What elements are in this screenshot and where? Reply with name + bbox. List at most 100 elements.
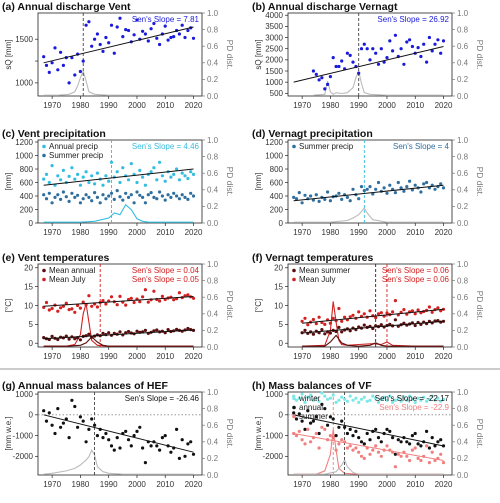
data-point: [359, 397, 364, 401]
y2-tick-label: 1.0: [457, 260, 469, 269]
data-point: [158, 448, 162, 452]
data-point: [109, 23, 114, 27]
y-tick-label: 15: [274, 282, 283, 291]
data-point: [76, 172, 80, 176]
data-point: [158, 42, 162, 47]
data-point: [149, 444, 153, 448]
y-tick-label: 1000: [265, 151, 283, 160]
y2-tick-label: 0.8: [207, 25, 219, 34]
data-point: [331, 316, 335, 320]
data-point: [56, 68, 60, 72]
data-point: [118, 446, 122, 450]
y-axis-label: [mm]: [4, 173, 13, 191]
data-point: [129, 296, 133, 300]
data-point: [183, 35, 187, 40]
data-point: [115, 436, 119, 440]
data-point: [104, 174, 108, 178]
data-point: [340, 319, 344, 323]
data-point: [50, 423, 54, 427]
data-point: [337, 325, 341, 329]
y-axis-label: [°C]: [254, 299, 263, 312]
data-point: [385, 398, 389, 402]
legend-label: winter: [298, 394, 321, 403]
data-point: [354, 396, 358, 400]
y2-tick-label: 1.0: [207, 388, 219, 397]
data-point: [303, 400, 307, 404]
y2-tick-label: 0.2: [457, 326, 469, 335]
data-point: [172, 172, 176, 176]
data-point: [56, 309, 60, 313]
data-point: [95, 434, 99, 438]
data-point: [419, 190, 423, 194]
data-point: [191, 452, 196, 456]
data-point: [430, 49, 434, 53]
data-point: [328, 75, 332, 79]
data-point: [78, 415, 82, 419]
y2-tick-label: 0.4: [457, 438, 469, 447]
data-point: [56, 174, 60, 178]
data-point: [419, 458, 423, 463]
data-point: [104, 35, 108, 40]
data-point: [413, 312, 417, 316]
data-point: [376, 312, 381, 316]
data-point: [425, 60, 429, 64]
data-point: [135, 190, 139, 194]
data-point: [416, 442, 420, 446]
trend-line: [43, 26, 194, 64]
data-point: [314, 431, 318, 436]
x-tick-label: 1970: [293, 101, 311, 110]
y-axis-label: sQ [mm]: [254, 39, 263, 69]
data-point: [300, 331, 304, 335]
y2-tick-label: 0.8: [457, 276, 469, 285]
x-tick-label: 1970: [43, 352, 61, 361]
data-point: [413, 446, 417, 450]
data-point: [433, 187, 437, 191]
y-tick-label: 1000: [15, 390, 33, 399]
data-point: [143, 461, 147, 465]
data-point: [427, 446, 431, 450]
data-point: [42, 409, 46, 413]
x-tick-label: 1980: [322, 101, 340, 110]
data-point: [183, 454, 187, 458]
data-point: [357, 450, 361, 454]
data-point: [294, 417, 299, 421]
data-point: [351, 398, 355, 402]
data-point: [399, 47, 403, 51]
data-point: [138, 300, 142, 304]
data-point: [340, 419, 344, 423]
data-point: [388, 394, 392, 398]
data-point: [374, 51, 378, 55]
data-point: [93, 423, 97, 427]
data-point: [87, 20, 91, 24]
panel-title: (a) Annual discharge Vent: [2, 1, 131, 13]
data-point: [180, 438, 184, 442]
data-point: [368, 398, 372, 402]
data-point: [126, 329, 131, 334]
data-point: [402, 62, 406, 66]
series: [292, 402, 446, 456]
data-point: [172, 298, 176, 302]
data-point: [50, 61, 54, 65]
data-point: [413, 183, 417, 187]
y-tick-label: 1000: [15, 151, 33, 160]
data-point: [371, 448, 375, 452]
pd-curve: [313, 69, 444, 96]
y2-tick-label: 0.6: [457, 421, 469, 430]
data-point: [328, 396, 332, 400]
data-point: [385, 311, 389, 315]
x-tick-label: 2010: [156, 480, 174, 489]
y2-tick-label: 1.0: [457, 388, 469, 397]
data-point: [61, 421, 65, 425]
sens-slope-label: Sen's Slope = -26.46: [125, 394, 200, 403]
data-point: [186, 197, 190, 201]
data-point: [132, 434, 136, 438]
data-point: [396, 180, 400, 185]
data-point: [121, 35, 125, 39]
data-point: [186, 28, 190, 33]
y2-tick-label: 0.2: [207, 326, 219, 335]
panel-title: (d) Vernagt precipitation: [252, 128, 373, 140]
data-point: [81, 419, 85, 423]
data-point: [309, 440, 313, 444]
data-point: [90, 174, 94, 178]
data-point: [362, 456, 366, 460]
